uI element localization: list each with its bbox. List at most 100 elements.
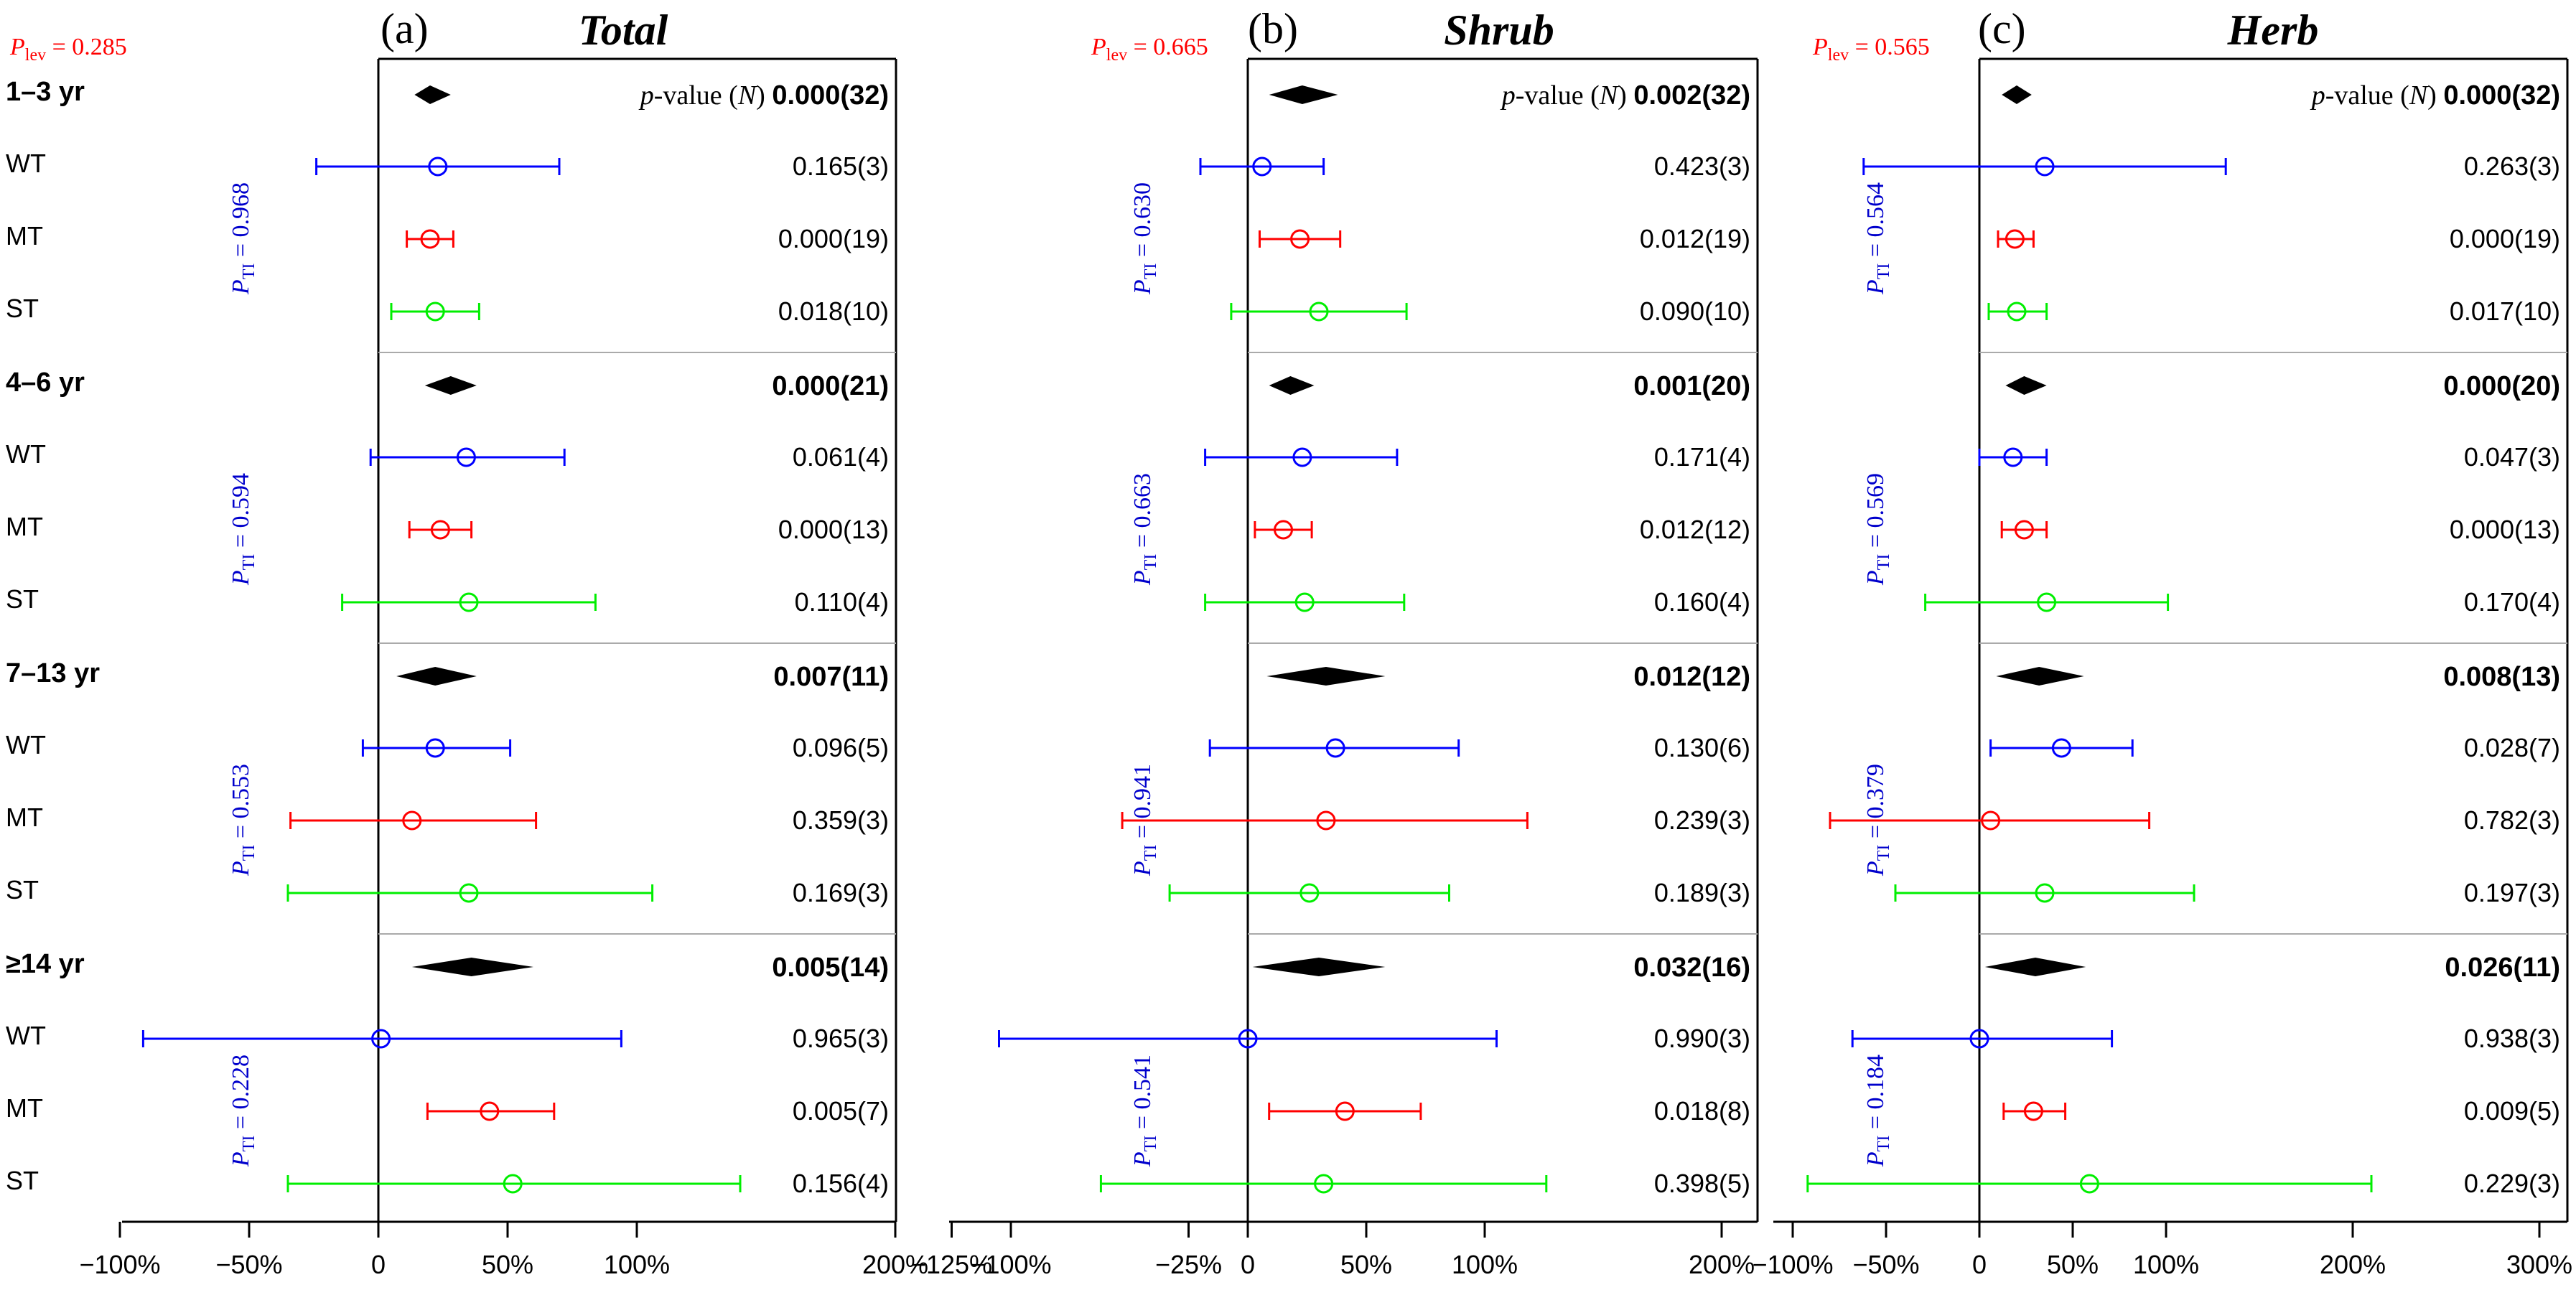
pooled-pvalue: 0.008(13) (2443, 662, 2560, 692)
row-label-mt: MT (6, 512, 43, 541)
row-pvalue: 0.398(5) (1654, 1169, 1750, 1198)
row-pvalue: 0.009(5) (2464, 1096, 2560, 1126)
panel-title: Herb (2227, 6, 2319, 54)
row-pvalue: 0.000(13) (2450, 515, 2560, 544)
row-label-st: ST (6, 584, 39, 614)
row-pvalue: 0.169(3) (793, 878, 889, 907)
p-ti-label: PTI = 0.184 (1862, 1055, 1893, 1167)
row-pvalue: 0.028(7) (2464, 733, 2560, 762)
row-pvalue: 0.189(3) (1654, 878, 1750, 907)
pvalue-header: p-value (N) 0.000(32) (2310, 80, 2560, 111)
x-tick-label: 200% (2320, 1250, 2386, 1279)
x-tick-label: −50% (1852, 1250, 1919, 1279)
row-pvalue: 0.017(10) (2450, 296, 2560, 326)
point-estimate (480, 1101, 500, 1121)
row-label-wt: WT (6, 439, 46, 469)
pooled-diamond (2002, 85, 2032, 104)
pooled-pvalue: 0.012(12) (1633, 662, 1750, 692)
panel-label: (a) (381, 5, 429, 52)
row-pvalue: 0.165(3) (793, 151, 889, 181)
panel-label: (c) (1978, 5, 2026, 52)
p-ti-label: PTI = 0.941 (1129, 764, 1160, 876)
point-estimate (371, 1029, 391, 1049)
point-estimate (428, 156, 448, 177)
p-ti-label: PTI = 0.228 (228, 1055, 258, 1167)
point-estimate (1316, 810, 1336, 831)
x-tick-label: 200% (1689, 1250, 1755, 1279)
point-estimate (456, 447, 476, 467)
row-label-mt: MT (6, 221, 43, 251)
pooled-diamond (424, 376, 477, 395)
point-estimate (503, 1174, 523, 1194)
point-estimate (402, 810, 422, 831)
point-estimate (1325, 738, 1345, 758)
point-estimate (1252, 156, 1272, 177)
row-pvalue: 0.005(7) (793, 1096, 889, 1126)
p-ti-label: PTI = 0.630 (1129, 182, 1160, 295)
row-pvalue: 0.096(5) (793, 733, 889, 762)
pooled-diamond (1984, 958, 2086, 976)
p-ti-label: PTI = 0.968 (228, 182, 258, 295)
row-label-wt: WT (6, 149, 46, 178)
row-pvalue: 0.263(3) (2464, 151, 2560, 181)
panel-title: Total (579, 6, 668, 54)
x-tick-label: −125% (911, 1250, 992, 1279)
group-label: 1–3 yr (6, 77, 85, 107)
point-estimate (425, 738, 445, 758)
x-tick-label: 100% (2133, 1250, 2199, 1279)
pooled-pvalue: 0.007(11) (773, 662, 889, 692)
point-estimate (425, 301, 445, 322)
x-tick-label: −100% (970, 1250, 1051, 1279)
x-tick-label: 50% (2047, 1250, 2099, 1279)
pooled-pvalue: 0.032(16) (1633, 953, 1750, 983)
point-estimate (1969, 1029, 1989, 1049)
row-pvalue: 0.965(3) (793, 1024, 889, 1053)
point-estimate (1981, 810, 2001, 831)
row-pvalue: 0.000(13) (778, 515, 889, 544)
pooled-pvalue: 0.000(20) (2443, 371, 2560, 401)
row-pvalue: 0.171(4) (1654, 442, 1750, 472)
pvalue-header: p-value (N) 0.000(32) (638, 80, 889, 111)
row-label-wt: WT (6, 730, 46, 759)
p-ti-label: PTI = 0.553 (228, 764, 258, 876)
row-pvalue: 0.018(8) (1654, 1096, 1750, 1126)
p-ti-label: PTI = 0.541 (1129, 1055, 1160, 1167)
p-ti-label: PTI = 0.569 (1862, 473, 1893, 586)
row-label-mt: MT (6, 803, 43, 832)
pooled-diamond (1266, 667, 1386, 686)
row-pvalue: 0.000(19) (2450, 224, 2560, 253)
row-pvalue: 0.197(3) (2464, 878, 2560, 907)
x-tick-label: 0 (1241, 1250, 1255, 1279)
point-estimate (2007, 301, 2027, 322)
point-estimate (1335, 1101, 1355, 1121)
point-estimate (1274, 520, 1293, 540)
pvalue-header: p-value (N) 0.002(32) (1500, 80, 1750, 111)
group-label: 4–6 yr (6, 368, 85, 398)
row-pvalue: 0.938(3) (2464, 1024, 2560, 1053)
row-pvalue: 0.423(3) (1654, 151, 1750, 181)
pooled-pvalue: 0.000(21) (772, 371, 889, 401)
row-pvalue: 0.170(4) (2464, 587, 2560, 617)
x-tick-label: 0 (1972, 1250, 1987, 1279)
point-estimate (1309, 301, 1329, 322)
row-pvalue: 0.782(3) (2464, 805, 2560, 835)
row-pvalue: 0.130(6) (1654, 733, 1750, 762)
x-tick-label: −100% (79, 1250, 160, 1279)
row-pvalue: 0.110(4) (795, 587, 889, 617)
row-label-st: ST (6, 1166, 39, 1195)
point-estimate (1314, 1174, 1334, 1194)
point-estimate (1238, 1029, 1258, 1049)
point-estimate (2079, 1174, 2099, 1194)
x-tick-label: −25% (1155, 1250, 1222, 1279)
point-estimate (459, 883, 479, 903)
pooled-pvalue: 0.026(11) (2445, 953, 2560, 983)
x-tick-label: 0 (371, 1250, 386, 1279)
row-pvalue: 0.012(12) (1640, 515, 1750, 544)
point-estimate (420, 229, 440, 249)
point-estimate (2023, 1101, 2043, 1121)
pooled-diamond (411, 958, 533, 976)
pooled-diamond (1269, 376, 1315, 395)
pooled-diamond (414, 85, 451, 104)
row-pvalue: 0.160(4) (1654, 587, 1750, 617)
